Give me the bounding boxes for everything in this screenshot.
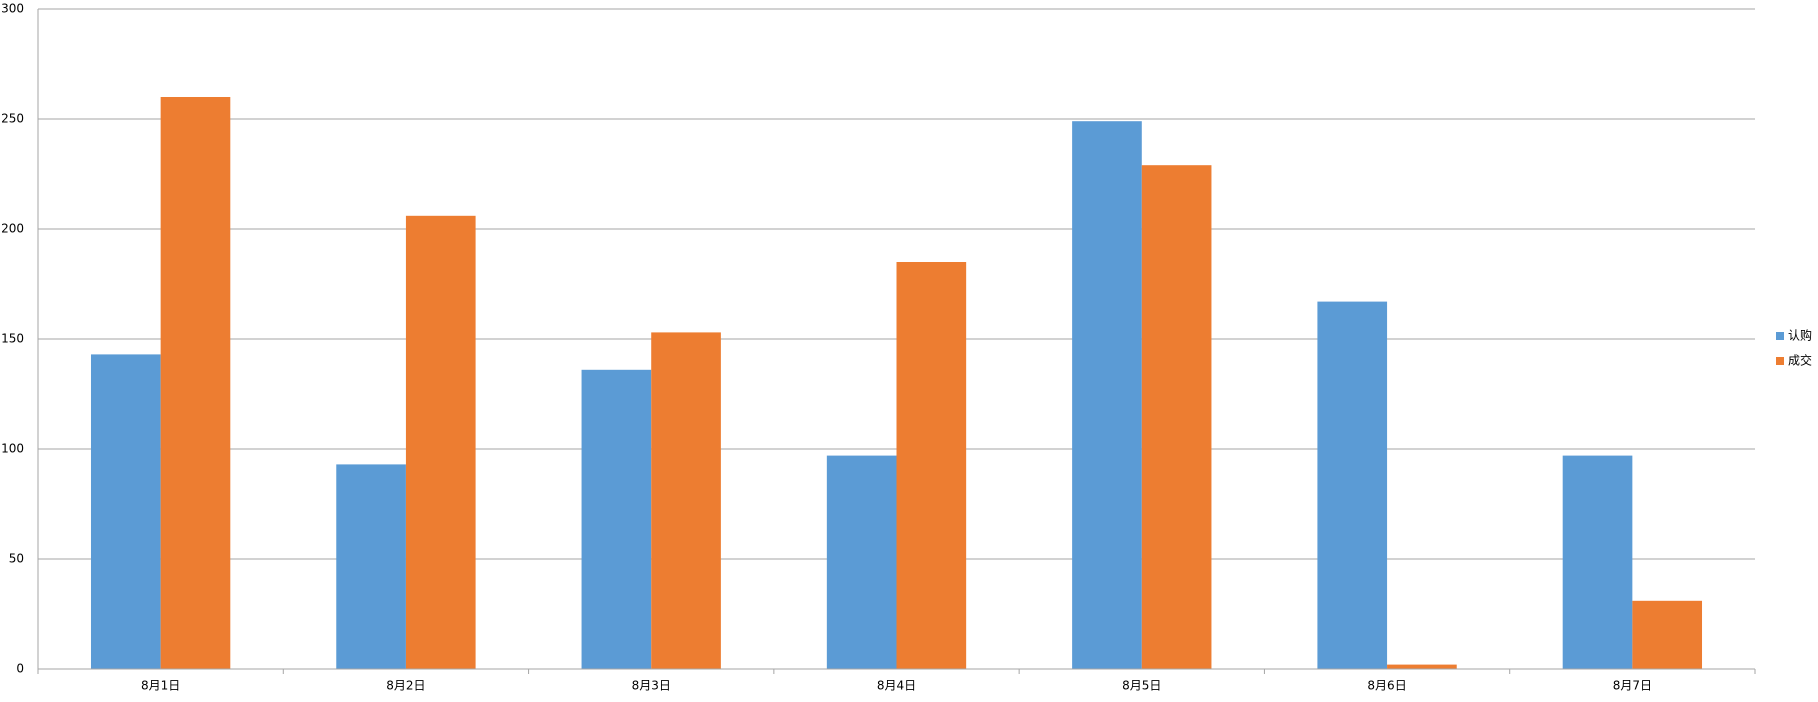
x-tick-label: 8月3日 bbox=[632, 679, 671, 693]
y-tick-label: 100 bbox=[1, 442, 24, 456]
x-tick-label: 8月2日 bbox=[386, 679, 425, 693]
x-tick-label: 8月1日 bbox=[141, 679, 180, 693]
legend-label: 成交 bbox=[1788, 353, 1812, 368]
legend-swatch bbox=[1776, 357, 1784, 365]
x-tick-label: 8月7日 bbox=[1613, 679, 1652, 693]
bar bbox=[896, 262, 967, 669]
y-tick-label: 250 bbox=[1, 112, 24, 126]
bar bbox=[405, 215, 476, 670]
bar bbox=[160, 97, 231, 669]
y-tick-label: 0 bbox=[16, 662, 24, 676]
bar bbox=[1562, 455, 1633, 669]
bar bbox=[1141, 165, 1212, 669]
bar bbox=[90, 354, 161, 669]
bar bbox=[581, 369, 652, 669]
legend-swatch bbox=[1776, 332, 1784, 340]
x-tick-label: 8月5日 bbox=[1122, 679, 1161, 693]
bar bbox=[651, 332, 721, 669]
bar bbox=[336, 464, 406, 669]
bar bbox=[1072, 121, 1142, 669]
y-tick-label: 200 bbox=[1, 222, 24, 236]
x-tick-label: 8月4日 bbox=[877, 679, 916, 693]
bar bbox=[1632, 600, 1703, 669]
bar bbox=[826, 455, 897, 669]
x-tick-label: 8月6日 bbox=[1367, 679, 1406, 693]
y-tick-label: 50 bbox=[9, 552, 24, 566]
y-tick-label: 150 bbox=[1, 332, 24, 346]
legend-label: 认购 bbox=[1788, 328, 1812, 343]
y-tick-label: 300 bbox=[1, 2, 24, 16]
bar bbox=[1317, 301, 1388, 669]
bar bbox=[1387, 664, 1457, 669]
